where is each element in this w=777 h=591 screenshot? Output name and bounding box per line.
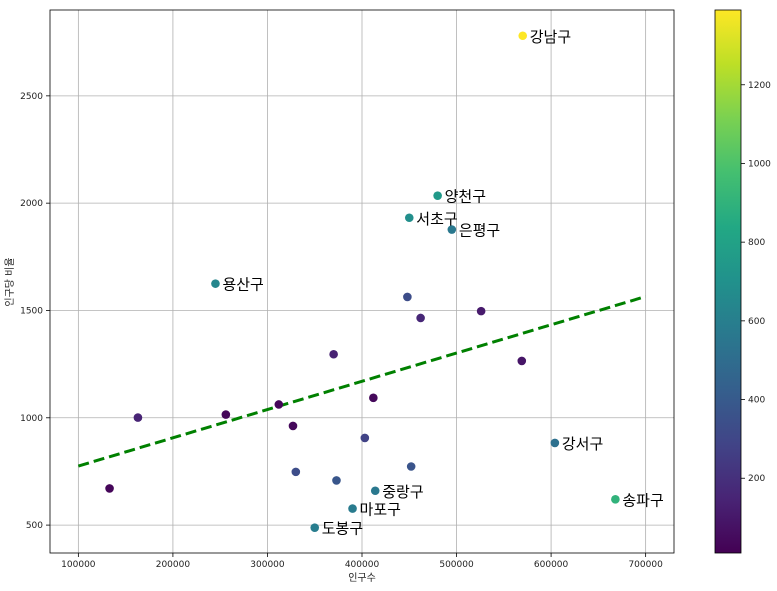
data-point xyxy=(310,523,320,532)
data-point xyxy=(406,462,416,471)
data-point xyxy=(329,349,338,359)
colorbar-tick-label: 200 xyxy=(748,474,765,484)
x-tick-label: 300000 xyxy=(250,560,285,570)
point-label: 양천구 xyxy=(445,188,486,206)
point-label: 마포구 xyxy=(360,501,401,519)
y-axis-title: 인구당 비율 xyxy=(4,257,16,306)
colorbar-gradient xyxy=(714,9,742,554)
data-point xyxy=(291,467,301,477)
y-tick-label: 2000 xyxy=(20,199,43,209)
x-tick-label: 600000 xyxy=(534,560,569,570)
colorbar: 200 400 600 800 1000 1200 xyxy=(714,9,771,554)
data-point xyxy=(274,400,284,409)
x-tick-label: 500000 xyxy=(439,560,474,570)
colorbar-tick-label: 1000 xyxy=(748,159,771,169)
colorbar-tick-label: 400 xyxy=(748,396,765,406)
point-label: 은평구 xyxy=(459,222,500,240)
point-label: 강서구 xyxy=(562,435,603,453)
data-point xyxy=(517,356,527,366)
data-point xyxy=(348,504,357,513)
point-label: 서초구 xyxy=(416,210,457,228)
data-point xyxy=(105,484,114,493)
x-tick-label: 100000 xyxy=(61,560,96,570)
x-tick-label: 400000 xyxy=(345,560,380,570)
grid xyxy=(50,10,674,553)
point-label: 중랑구 xyxy=(382,483,423,501)
data-point xyxy=(360,433,370,443)
y-tick-label: 500 xyxy=(26,521,43,531)
data-point xyxy=(416,313,425,323)
point-label: 도봉구 xyxy=(322,520,363,538)
x-axis-title: 인구수 xyxy=(348,572,376,584)
data-point xyxy=(476,306,486,316)
data-point xyxy=(211,279,220,288)
axes: 100000 200000 300000 400000 500000 600000 7000… xyxy=(20,92,663,570)
colorbar-tick-label: 1200 xyxy=(748,81,771,91)
trend-line xyxy=(77,295,647,468)
points-group xyxy=(105,31,620,532)
data-point xyxy=(611,495,620,504)
data-point xyxy=(221,410,231,419)
plot-frame xyxy=(49,9,675,554)
colorbar-tick-label: 800 xyxy=(748,238,765,248)
colorbar-tick-label: 600 xyxy=(748,317,765,327)
point-label: 강남구 xyxy=(530,28,571,46)
data-point xyxy=(447,225,457,234)
x-tick-label: 700000 xyxy=(628,560,663,570)
point-label: 용산구 xyxy=(222,276,263,294)
y-tick-label: 2500 xyxy=(20,92,43,102)
y-tick-label: 1500 xyxy=(20,306,43,316)
trend-line-group xyxy=(77,295,647,468)
data-point xyxy=(404,213,414,223)
data-point xyxy=(369,393,378,403)
data-point xyxy=(370,486,380,496)
data-point xyxy=(433,191,442,200)
data-point xyxy=(332,476,341,485)
y-tick-label: 1000 xyxy=(20,414,43,424)
data-point xyxy=(133,413,143,422)
x-tick-label: 200000 xyxy=(156,560,191,570)
data-point xyxy=(518,31,528,41)
data-point xyxy=(288,421,298,431)
data-point xyxy=(550,438,560,448)
point-label: 송파구 xyxy=(622,491,663,509)
data-point xyxy=(403,292,412,302)
